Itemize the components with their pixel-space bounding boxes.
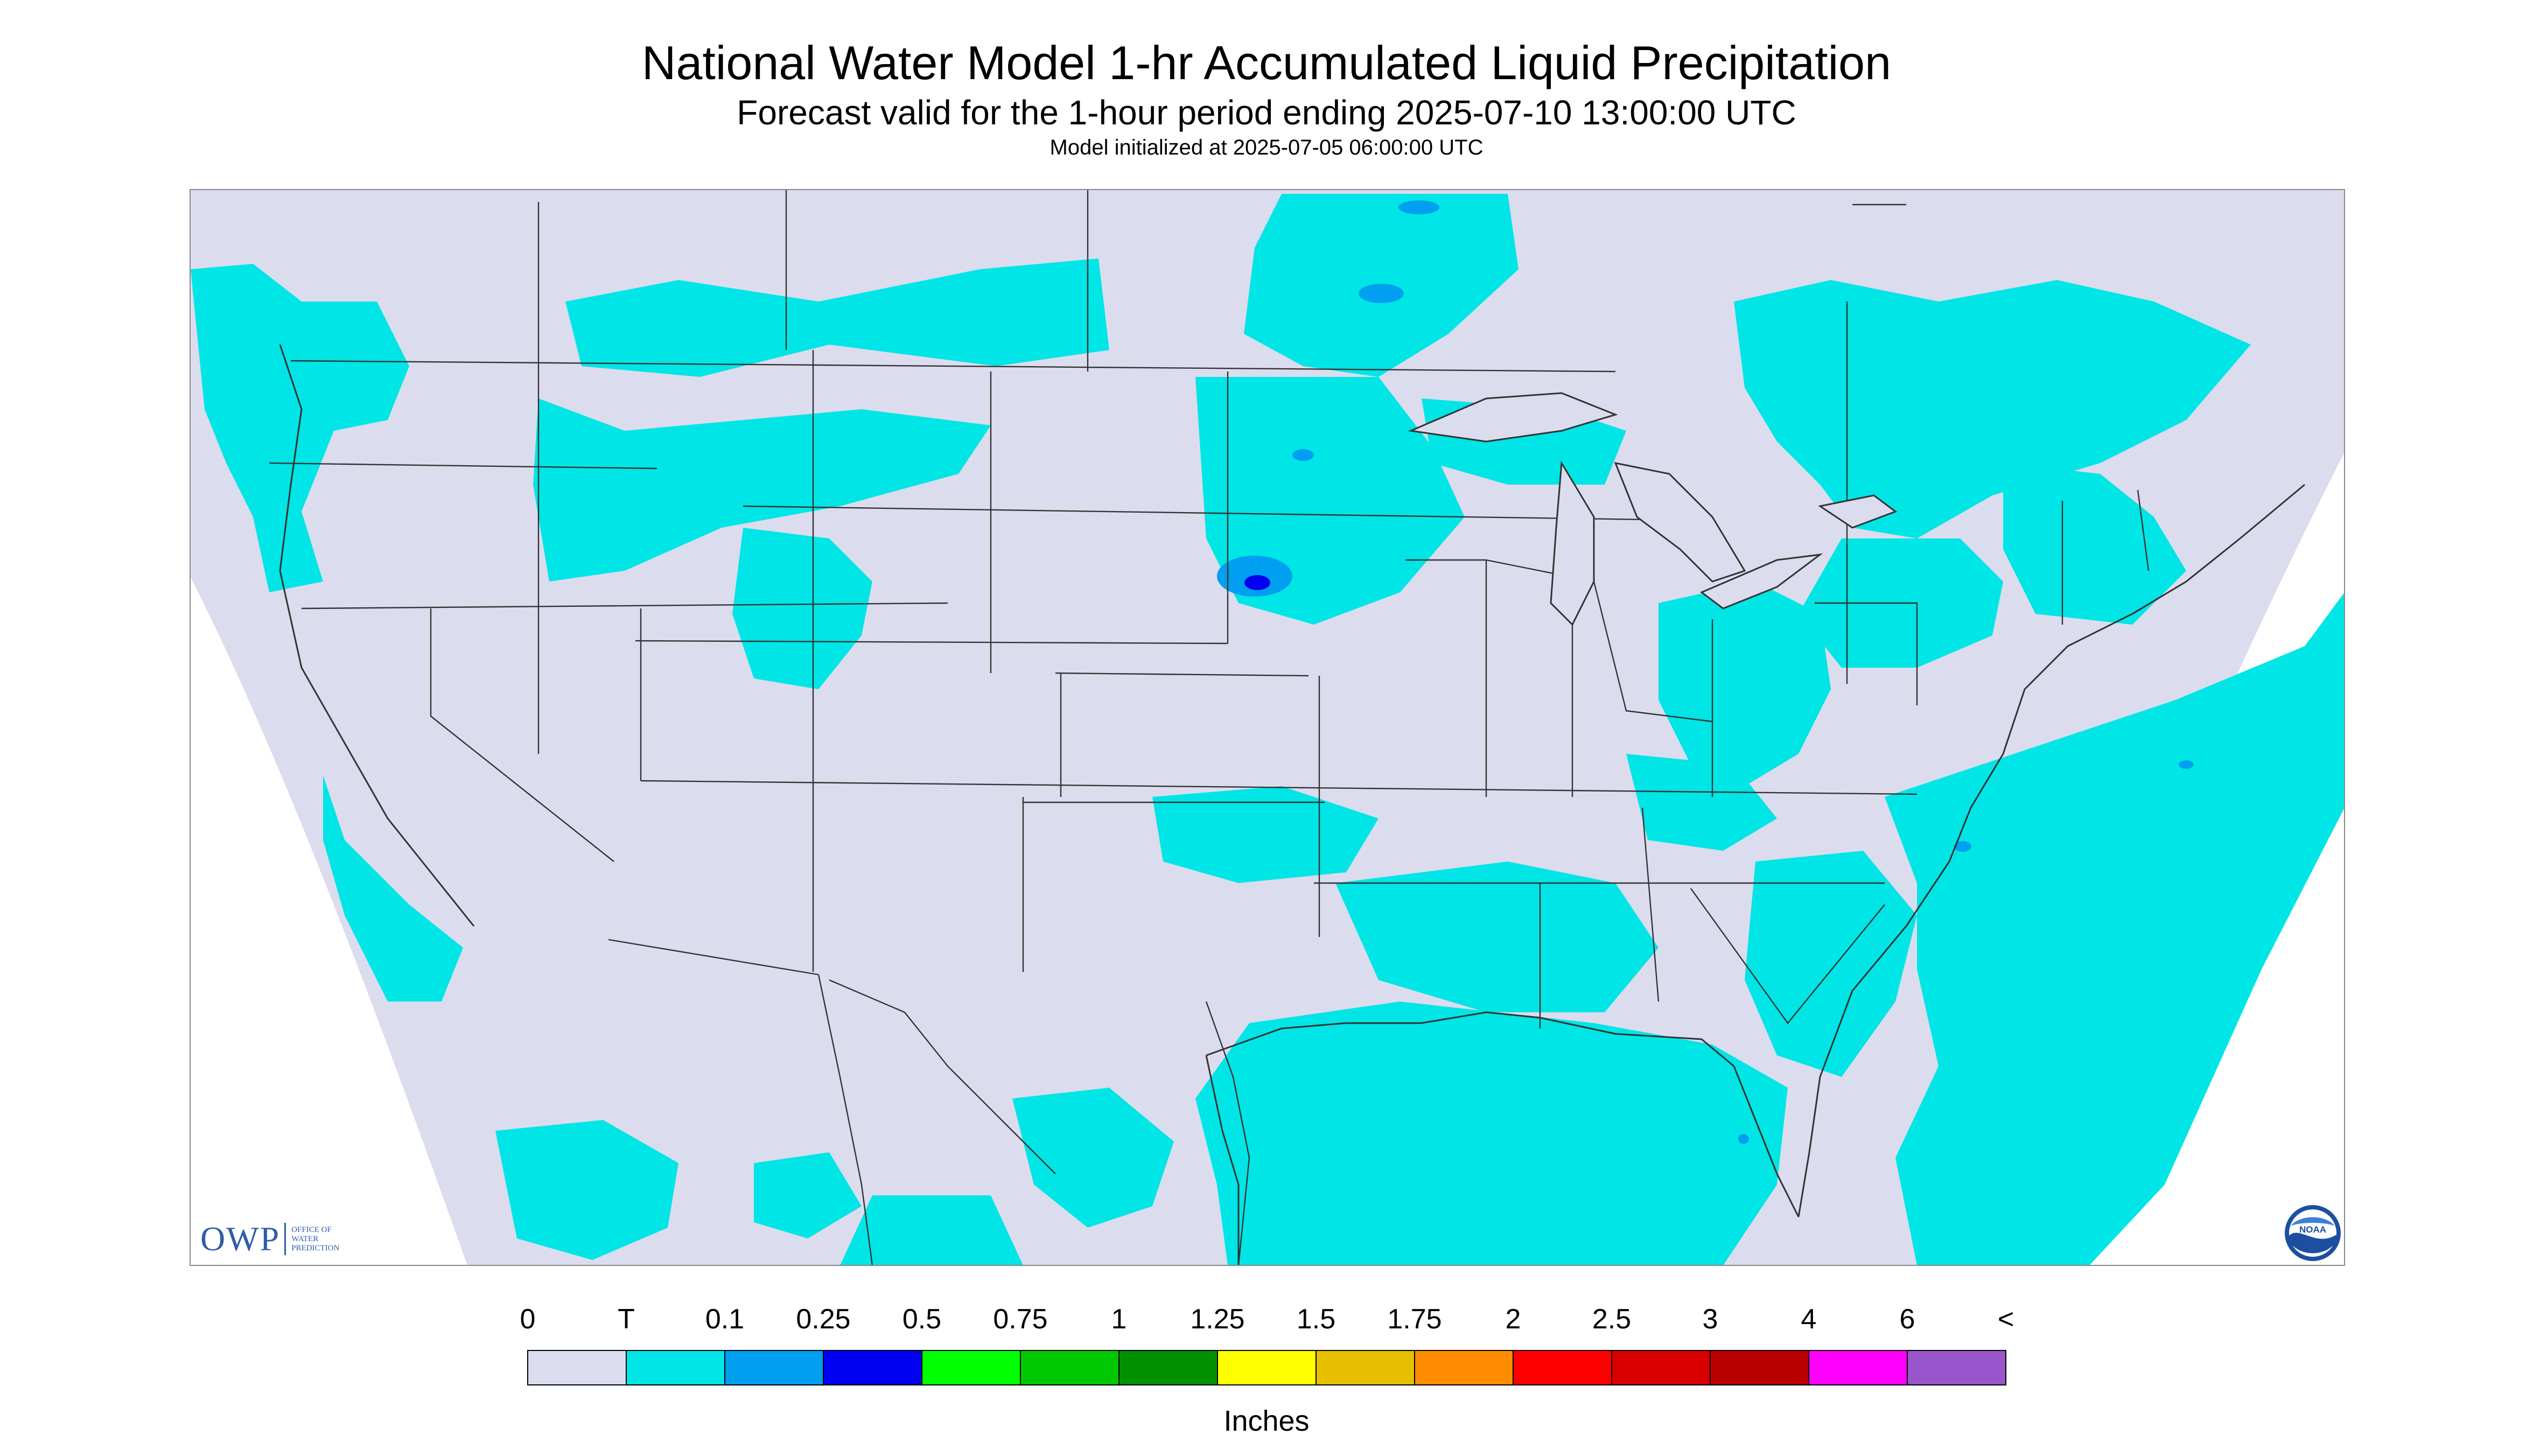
great-lakes-shorelines — [1408, 392, 1898, 626]
owp-text-line: PREDICTION — [291, 1243, 340, 1252]
light-precip-areas — [191, 194, 2345, 1265]
legend-label: < — [1997, 1304, 2014, 1335]
legend-swatch — [1513, 1350, 1612, 1385]
coastlines — [279, 344, 2305, 1265]
legend-label: 0.75 — [993, 1304, 1048, 1335]
legend-label: 2 — [1505, 1304, 1521, 1335]
legend-swatch — [1907, 1350, 2006, 1385]
legend-units: Inches — [1223, 1405, 1310, 1437]
owp-mark: OWP — [200, 1220, 281, 1258]
owp-logo: OWP OFFICE OF WATER PREDICTION — [200, 1219, 339, 1259]
legend-label: 0.1 — [705, 1304, 745, 1335]
legend-swatch — [1118, 1350, 1218, 1385]
legend-swatch — [1414, 1350, 1514, 1385]
legend-swatch — [1808, 1350, 1908, 1385]
owp-text-line: OFFICE OF — [291, 1225, 332, 1234]
model-init-line: Model initialized at 2025-07-05 06:00:00… — [1049, 136, 1484, 159]
legend-swatch — [1611, 1350, 1711, 1385]
map-frame-border — [190, 189, 2345, 1266]
legend-label: 0.5 — [902, 1304, 942, 1335]
heavy-precip-spots — [1244, 575, 1270, 590]
legend-swatch — [1020, 1350, 1119, 1385]
owp-divider — [284, 1223, 286, 1255]
legend-label: 2.5 — [1592, 1304, 1632, 1335]
legend-label: 6 — [1899, 1304, 1915, 1335]
legend-label: 0.25 — [796, 1304, 851, 1335]
legend-label: 0 — [520, 1304, 536, 1335]
legend-label: 4 — [1801, 1304, 1817, 1335]
noaa-logo-text: NOAA — [2299, 1224, 2326, 1235]
legend-swatch — [724, 1350, 824, 1385]
legend-label: T — [618, 1304, 635, 1335]
owp-wordmark: OFFICE OF WATER PREDICTION — [291, 1226, 339, 1253]
forecast-valid-subtitle: Forecast valid for the 1-hour period end… — [737, 93, 1796, 132]
legend-label: 1.5 — [1296, 1304, 1336, 1335]
legend-label: 3 — [1702, 1304, 1718, 1335]
noaa-logo-icon: NOAA — [2285, 1205, 2341, 1261]
legend-color-bar — [527, 1350, 2006, 1385]
legend-label: 1.25 — [1190, 1304, 1245, 1335]
legend-swatch — [1217, 1350, 1317, 1385]
legend-swatch — [626, 1350, 725, 1385]
map-title: National Water Model 1-hr Accumulated Li… — [641, 36, 1892, 89]
legend-swatch — [1316, 1350, 1415, 1385]
state-boundaries — [269, 190, 2150, 1265]
legend-swatch — [823, 1350, 922, 1385]
legend-label: 1.75 — [1387, 1304, 1442, 1335]
legend-swatch — [527, 1350, 627, 1385]
legend-swatch — [921, 1350, 1021, 1385]
legend-label: 1 — [1111, 1304, 1127, 1335]
legend-swatch — [1710, 1350, 1809, 1385]
owp-text-line: WATER — [291, 1234, 319, 1243]
